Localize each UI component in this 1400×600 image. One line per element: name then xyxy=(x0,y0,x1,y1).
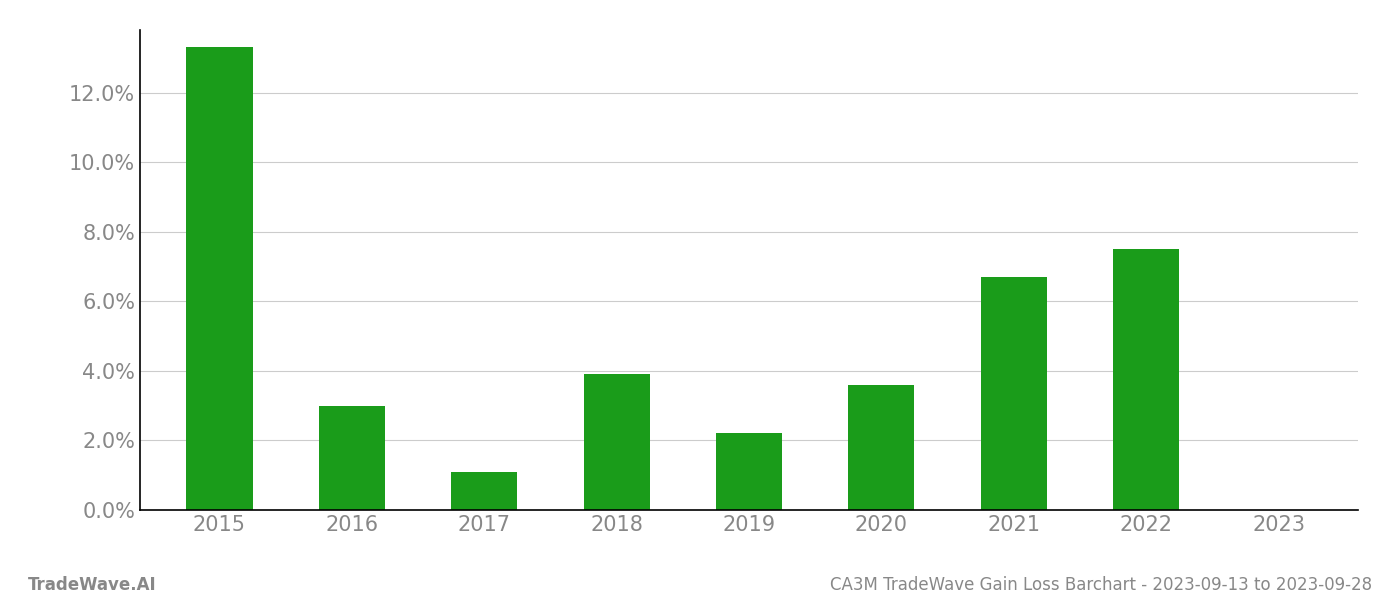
Bar xyxy=(980,277,1047,510)
Text: CA3M TradeWave Gain Loss Barchart - 2023-09-13 to 2023-09-28: CA3M TradeWave Gain Loss Barchart - 2023… xyxy=(830,576,1372,594)
Bar xyxy=(584,374,650,510)
Bar xyxy=(186,47,252,510)
Text: TradeWave.AI: TradeWave.AI xyxy=(28,576,157,594)
Bar xyxy=(715,433,783,510)
Bar xyxy=(319,406,385,510)
Bar xyxy=(848,385,914,510)
Bar xyxy=(451,472,518,510)
Bar xyxy=(1113,249,1179,510)
